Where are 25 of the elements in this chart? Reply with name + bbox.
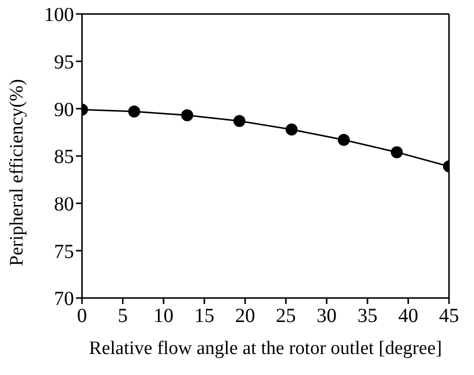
y-tick-label: 80 (54, 193, 74, 216)
point (233, 114, 246, 127)
x-tick-label: 20 (235, 305, 256, 328)
point (286, 123, 298, 136)
point (181, 109, 194, 122)
y-tick-label: 75 (54, 240, 74, 263)
x-tick-label: 40 (398, 305, 418, 328)
x-tick-label: 15 (194, 305, 214, 328)
x-tick-label: 25 (276, 305, 296, 328)
x-axis-title: Relative flow angle at the rotor outlet [degree] (89, 338, 442, 359)
y-tick-label: 95 (54, 51, 74, 74)
x-tick-label: 30 (316, 305, 337, 328)
x-tick-label: 10 (154, 305, 174, 328)
y-tick-label: 100 (44, 4, 74, 26)
point (390, 146, 403, 158)
x-tick-label: 35 (357, 305, 378, 328)
y-tick-label: 85 (54, 146, 74, 168)
x-tick-label: 0 (77, 305, 87, 328)
y-tick-label: 90 (54, 98, 74, 121)
y-axis-title: Peripheral efficiency(%) (6, 79, 28, 266)
point (128, 106, 140, 118)
x-tick-label: 45 (439, 305, 459, 328)
y-tick-label: 70 (54, 288, 74, 310)
x-tick-label: 5 (118, 305, 128, 328)
point (338, 134, 350, 146)
